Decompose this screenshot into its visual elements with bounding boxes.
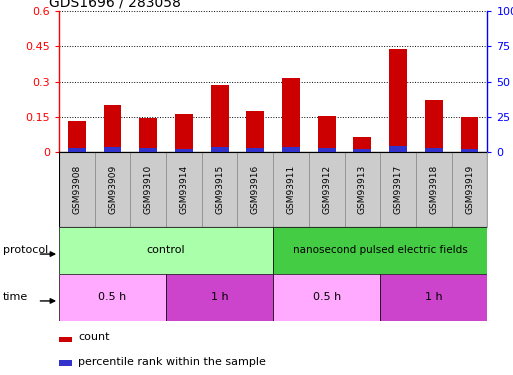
Text: 1 h: 1 h: [211, 292, 228, 302]
Bar: [416, 152, 451, 227]
Text: GSM93918: GSM93918: [429, 165, 438, 214]
Bar: [246, 111, 264, 152]
Text: GSM93909: GSM93909: [108, 165, 117, 214]
Text: GSM93913: GSM93913: [358, 165, 367, 214]
Bar: [318, 116, 336, 152]
Bar: [68, 148, 86, 152]
Bar: [59, 360, 72, 366]
Text: GSM93910: GSM93910: [144, 165, 153, 214]
Text: percentile rank within the sample: percentile rank within the sample: [78, 357, 266, 367]
Text: 0.5 h: 0.5 h: [98, 292, 127, 302]
Bar: [166, 152, 202, 227]
Text: 0.5 h: 0.5 h: [312, 292, 341, 302]
Bar: [59, 274, 166, 321]
Bar: [461, 117, 479, 152]
Text: protocol: protocol: [3, 245, 48, 255]
Bar: [211, 85, 229, 152]
Bar: [425, 100, 443, 152]
Bar: [345, 152, 380, 227]
Text: GSM93911: GSM93911: [287, 165, 295, 214]
Bar: [309, 152, 345, 227]
Bar: [175, 149, 193, 152]
Text: GSM93912: GSM93912: [322, 165, 331, 214]
Bar: [211, 147, 229, 152]
Bar: [461, 149, 479, 152]
Bar: [380, 152, 416, 227]
Text: time: time: [3, 292, 28, 302]
Text: 1 h: 1 h: [425, 292, 443, 302]
Text: GSM93916: GSM93916: [251, 165, 260, 214]
Bar: [318, 148, 336, 152]
Bar: [104, 147, 122, 152]
Bar: [140, 118, 157, 152]
Bar: [273, 274, 380, 321]
Bar: [273, 227, 487, 274]
Bar: [59, 337, 72, 342]
Bar: [246, 148, 264, 152]
Text: GSM93914: GSM93914: [180, 165, 188, 214]
Bar: [238, 152, 273, 227]
Bar: [451, 152, 487, 227]
Bar: [130, 152, 166, 227]
Bar: [353, 149, 371, 152]
Text: GSM93919: GSM93919: [465, 165, 474, 214]
Bar: [68, 122, 86, 152]
Bar: [140, 148, 157, 152]
Bar: [59, 227, 273, 274]
Bar: [282, 147, 300, 152]
Text: GSM93908: GSM93908: [72, 165, 82, 214]
Bar: [389, 146, 407, 152]
Bar: [202, 152, 238, 227]
Bar: [175, 114, 193, 152]
Bar: [282, 78, 300, 152]
Bar: [59, 152, 95, 227]
Bar: [389, 49, 407, 152]
Bar: [104, 105, 122, 152]
Bar: [95, 152, 130, 227]
Text: GSM93917: GSM93917: [393, 165, 403, 214]
Text: nanosecond pulsed electric fields: nanosecond pulsed electric fields: [293, 245, 468, 255]
Text: count: count: [78, 332, 110, 342]
Bar: [166, 274, 273, 321]
Text: control: control: [147, 245, 185, 255]
Bar: [425, 148, 443, 152]
Text: GSM93915: GSM93915: [215, 165, 224, 214]
Bar: [380, 274, 487, 321]
Bar: [273, 152, 309, 227]
Text: GDS1696 / 283058: GDS1696 / 283058: [49, 0, 181, 9]
Bar: [353, 136, 371, 152]
